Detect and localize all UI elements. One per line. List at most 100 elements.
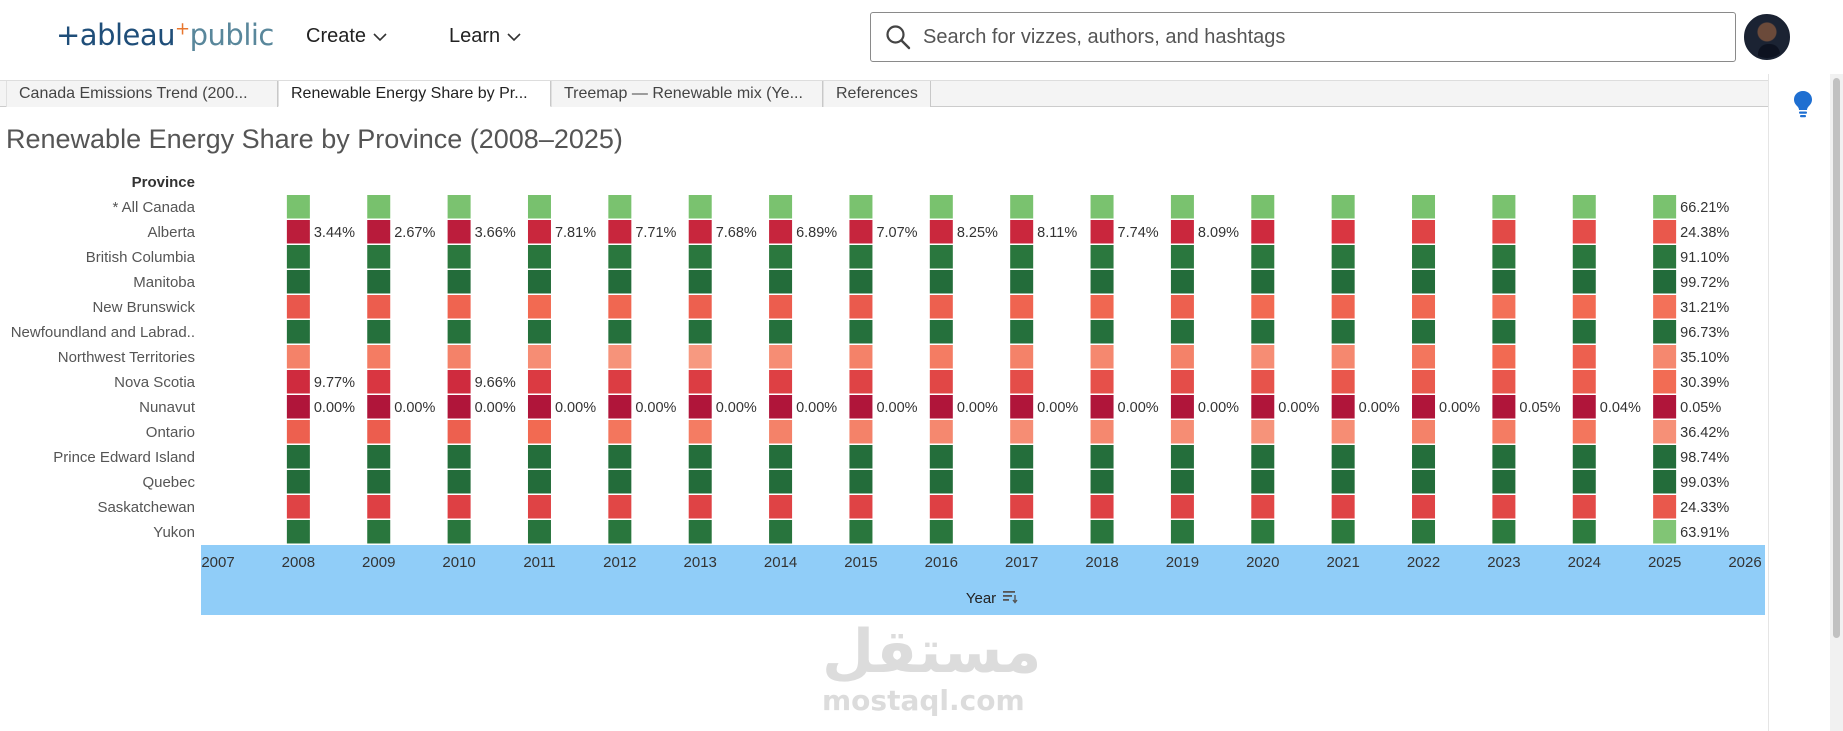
heatmap-cell[interactable] — [849, 520, 873, 544]
heatmap-cell[interactable] — [1492, 520, 1516, 544]
heatmap-cell[interactable] — [1090, 320, 1114, 344]
heatmap-cell[interactable] — [1572, 295, 1596, 319]
heatmap-cell[interactable] — [1653, 395, 1677, 419]
heatmap-cell[interactable] — [286, 445, 310, 469]
tableau-public-logo[interactable]: +ableau+public — [56, 18, 274, 52]
heatmap-cell[interactable] — [367, 445, 391, 469]
heatmap-cell[interactable] — [1331, 345, 1355, 369]
heatmap-cell[interactable] — [1331, 420, 1355, 444]
heatmap-cell[interactable] — [1492, 470, 1516, 494]
heatmap-cell[interactable] — [688, 520, 712, 544]
heatmap-cell[interactable] — [1010, 370, 1034, 394]
heatmap-cell[interactable] — [447, 445, 471, 469]
province-label[interactable]: Quebec — [142, 474, 195, 491]
heatmap-cell[interactable] — [1251, 245, 1275, 269]
heatmap-cell[interactable] — [1331, 445, 1355, 469]
heatmap-cell[interactable] — [1653, 295, 1677, 319]
heatmap-cell[interactable] — [286, 395, 310, 419]
heatmap-cell[interactable] — [849, 220, 873, 244]
heatmap-cell[interactable] — [608, 445, 632, 469]
heatmap-cell[interactable] — [367, 220, 391, 244]
tab-emissions-trend[interactable]: Canada Emissions Trend (200... — [6, 81, 278, 107]
province-label[interactable]: Manitoba — [133, 274, 195, 291]
heatmap-cell[interactable] — [608, 245, 632, 269]
heatmap-cell[interactable] — [929, 420, 953, 444]
heatmap-cell[interactable] — [929, 520, 953, 544]
heatmap-cell[interactable] — [929, 195, 953, 219]
heatmap-cell[interactable] — [1170, 370, 1194, 394]
heatmap-cell[interactable] — [1492, 295, 1516, 319]
nav-create[interactable]: Create — [306, 25, 388, 48]
heatmap-cell[interactable] — [1170, 220, 1194, 244]
heatmap-cell[interactable] — [1492, 270, 1516, 294]
heatmap-cell[interactable] — [1010, 470, 1034, 494]
heatmap-cell[interactable] — [1331, 470, 1355, 494]
heatmap-cell[interactable] — [1572, 370, 1596, 394]
heatmap-cell[interactable] — [1412, 370, 1436, 394]
tab-treemap[interactable]: Treemap — Renewable mix (Ye... — [551, 81, 823, 107]
heatmap-cell[interactable] — [1653, 220, 1677, 244]
heatmap-cell[interactable] — [1412, 420, 1436, 444]
heatmap-cell[interactable] — [1572, 495, 1596, 519]
heatmap-cell[interactable] — [1331, 320, 1355, 344]
heatmap-cell[interactable] — [1170, 495, 1194, 519]
heatmap-cell[interactable] — [1251, 320, 1275, 344]
heatmap-cell[interactable] — [929, 445, 953, 469]
heatmap-cell[interactable] — [1010, 220, 1034, 244]
heatmap-cell[interactable] — [769, 395, 793, 419]
heatmap-cell[interactable] — [1653, 445, 1677, 469]
heatmap-cell[interactable] — [1331, 195, 1355, 219]
heatmap-cell[interactable] — [1090, 195, 1114, 219]
province-label[interactable]: Prince Edward Island — [53, 449, 195, 466]
heatmap-cell[interactable] — [1572, 470, 1596, 494]
heatmap-cell[interactable] — [769, 345, 793, 369]
heatmap-cell[interactable] — [608, 295, 632, 319]
heatmap-cell[interactable] — [527, 445, 551, 469]
heatmap-cell[interactable] — [1090, 345, 1114, 369]
heatmap-cell[interactable] — [286, 245, 310, 269]
heatmap-cell[interactable] — [769, 370, 793, 394]
heatmap-cell[interactable] — [527, 270, 551, 294]
heatmap-cell[interactable] — [367, 370, 391, 394]
heatmap-cell[interactable] — [1010, 520, 1034, 544]
heatmap-cell[interactable] — [688, 420, 712, 444]
heatmap-cell[interactable] — [1090, 220, 1114, 244]
tab-renewable-share[interactable]: Renewable Energy Share by Pr... — [278, 81, 551, 107]
heatmap-cell[interactable] — [1010, 270, 1034, 294]
heatmap-cell[interactable] — [1331, 495, 1355, 519]
heatmap-cell[interactable] — [1492, 245, 1516, 269]
province-label[interactable]: Nova Scotia — [114, 374, 196, 391]
heatmap-cell[interactable] — [1090, 395, 1114, 419]
heatmap-cell[interactable] — [1572, 245, 1596, 269]
heatmap-cell[interactable] — [447, 495, 471, 519]
heatmap-cell[interactable] — [1331, 370, 1355, 394]
heatmap-cell[interactable] — [1653, 470, 1677, 494]
heatmap-cell[interactable] — [1492, 420, 1516, 444]
heatmap-cell[interactable] — [1653, 245, 1677, 269]
heatmap-cell[interactable] — [1412, 445, 1436, 469]
heatmap-cell[interactable] — [527, 370, 551, 394]
heatmap-cell[interactable] — [1653, 420, 1677, 444]
heatmap-cell[interactable] — [1170, 195, 1194, 219]
heatmap-cell[interactable] — [1412, 220, 1436, 244]
tab-references[interactable]: References — [823, 81, 931, 107]
heatmap-cell[interactable] — [929, 395, 953, 419]
heatmap-cell[interactable] — [447, 295, 471, 319]
province-label[interactable]: Ontario — [146, 424, 195, 441]
heatmap-cell[interactable] — [367, 295, 391, 319]
heatmap-cell[interactable] — [367, 495, 391, 519]
heatmap-cell[interactable] — [849, 320, 873, 344]
heatmap-cell[interactable] — [367, 195, 391, 219]
heatmap-cell[interactable] — [1251, 370, 1275, 394]
heatmap-cell[interactable] — [849, 295, 873, 319]
heatmap-cell[interactable] — [929, 220, 953, 244]
heatmap-cell[interactable] — [367, 420, 391, 444]
heatmap-cell[interactable] — [769, 470, 793, 494]
heatmap-cell[interactable] — [769, 195, 793, 219]
heatmap-cell[interactable] — [1492, 195, 1516, 219]
heatmap-cell[interactable] — [527, 220, 551, 244]
heatmap-cell[interactable] — [688, 345, 712, 369]
heatmap-cell[interactable] — [929, 270, 953, 294]
province-label[interactable]: Saskatchewan — [97, 499, 195, 516]
heatmap-cell[interactable] — [929, 470, 953, 494]
